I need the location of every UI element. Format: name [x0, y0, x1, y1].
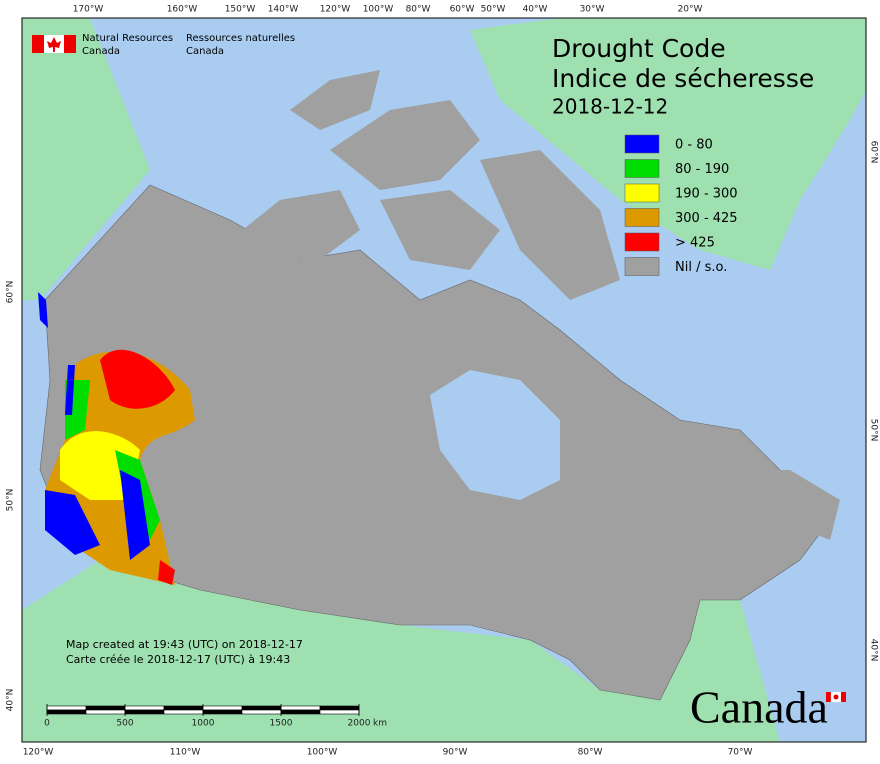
island	[330, 100, 480, 190]
legend-label: 80 - 190	[675, 162, 729, 177]
longitude-label: 110°W	[170, 748, 201, 758]
land	[22, 18, 866, 742]
scale-segment	[46, 709, 87, 715]
scale-segment	[319, 709, 360, 715]
footer: Map created at 19:43 (UTC) on 2018-12-17	[66, 638, 303, 651]
longitude-label: 90°W	[443, 748, 468, 758]
island	[480, 150, 620, 300]
greenland	[470, 18, 866, 270]
scale-segment	[241, 709, 282, 715]
island	[380, 190, 500, 270]
latitude-label: 40°N	[869, 639, 879, 662]
scale-segment	[280, 709, 321, 715]
scale-unit: km	[373, 719, 387, 729]
department-fr: Ressources naturelles	[186, 33, 295, 44]
scale-label: 500	[116, 719, 133, 729]
legend-label: Nil / s.o.	[675, 260, 727, 275]
latitude-label: 40°N	[6, 689, 16, 712]
department-en: Natural Resources	[82, 33, 173, 44]
longitude-label: 80°W	[406, 5, 431, 15]
legend-label: 0 - 80	[675, 138, 713, 153]
scale-segment	[163, 705, 204, 711]
longitude-label: 80°W	[578, 748, 603, 758]
legend-swatch	[624, 232, 660, 252]
scale-segment	[241, 705, 282, 711]
scale-segment	[163, 709, 204, 715]
legend-swatch	[624, 159, 660, 178]
title: Drought Code	[552, 34, 726, 63]
footer: Carte créée le 2018-12-17 (UTC) à 19:43	[66, 653, 290, 666]
wordmark: Canada	[690, 682, 828, 733]
legend-swatch	[624, 134, 660, 154]
maple-leaf	[833, 694, 839, 700]
flag-bar	[64, 35, 76, 53]
hudson-bay	[430, 370, 560, 500]
longitude-label: 50°W	[481, 5, 506, 15]
longitude-label: 120°W	[320, 5, 351, 15]
scale-label: 1500	[270, 719, 293, 729]
canada	[39, 184, 831, 701]
usa	[22, 560, 780, 742]
legend-swatch	[624, 183, 660, 203]
flag-bar	[826, 692, 831, 702]
longitude-label: 20°W	[678, 5, 703, 15]
date: 2018-12-12	[552, 95, 668, 119]
latitude-label: 50°N	[869, 419, 879, 442]
scale-segment	[280, 705, 321, 711]
legend-label: > 425	[675, 236, 715, 251]
longitude-label: 100°W	[307, 748, 338, 758]
longitude-label: 40°W	[523, 5, 548, 15]
maple-leaf	[47, 37, 61, 52]
latitude-label: 60°N	[6, 281, 16, 304]
area-425	[100, 349, 175, 409]
flag-bar	[841, 692, 846, 702]
scale-segment	[85, 705, 126, 711]
island	[230, 190, 360, 260]
longitude-label: 140°W	[268, 5, 299, 15]
latitude-label: 50°N	[6, 489, 16, 512]
map-frame	[21, 17, 867, 743]
scale-label: 2000	[348, 719, 371, 729]
longitude-label: 170°W	[73, 5, 104, 15]
island	[290, 70, 380, 130]
scale-segment	[202, 709, 243, 715]
scale-segment	[46, 705, 87, 711]
newfoundland	[720, 470, 840, 540]
legend-swatch	[624, 208, 660, 227]
longitude-label: 70°W	[728, 748, 753, 758]
drought-areas	[38, 292, 195, 585]
area-425	[158, 560, 175, 585]
longitude-label: 160°W	[167, 5, 198, 15]
legend-swatch	[624, 257, 660, 276]
alaska	[22, 18, 150, 300]
scale-segment	[202, 705, 243, 711]
longitude-label: 150°W	[225, 5, 256, 15]
area-190-300	[60, 431, 140, 500]
longitude-label: 60°W	[450, 5, 475, 15]
title: Indice de sécheresse	[552, 64, 814, 93]
scale-segment	[124, 705, 165, 711]
department-fr: Canada	[186, 46, 224, 57]
scale-label: 0	[44, 719, 50, 729]
nrcan-logo	[32, 35, 76, 53]
wordmark-flag	[826, 691, 846, 703]
area-0-80	[38, 292, 48, 328]
longitude-label: 30°W	[580, 5, 605, 15]
scale-label: 1000	[192, 719, 215, 729]
legend-label: 300 - 425	[675, 211, 738, 226]
latitude-label: 60°N	[869, 141, 879, 164]
scale-segment	[319, 705, 360, 711]
scale-segment	[124, 709, 165, 715]
legend-label: 190 - 300	[675, 187, 738, 202]
flag-bar	[32, 35, 44, 53]
department-en: Canada	[82, 46, 120, 57]
longitude-label: 100°W	[363, 5, 394, 15]
scale-segment	[85, 709, 126, 715]
longitude-label: 120°W	[23, 748, 54, 758]
area-0-80	[45, 365, 150, 560]
